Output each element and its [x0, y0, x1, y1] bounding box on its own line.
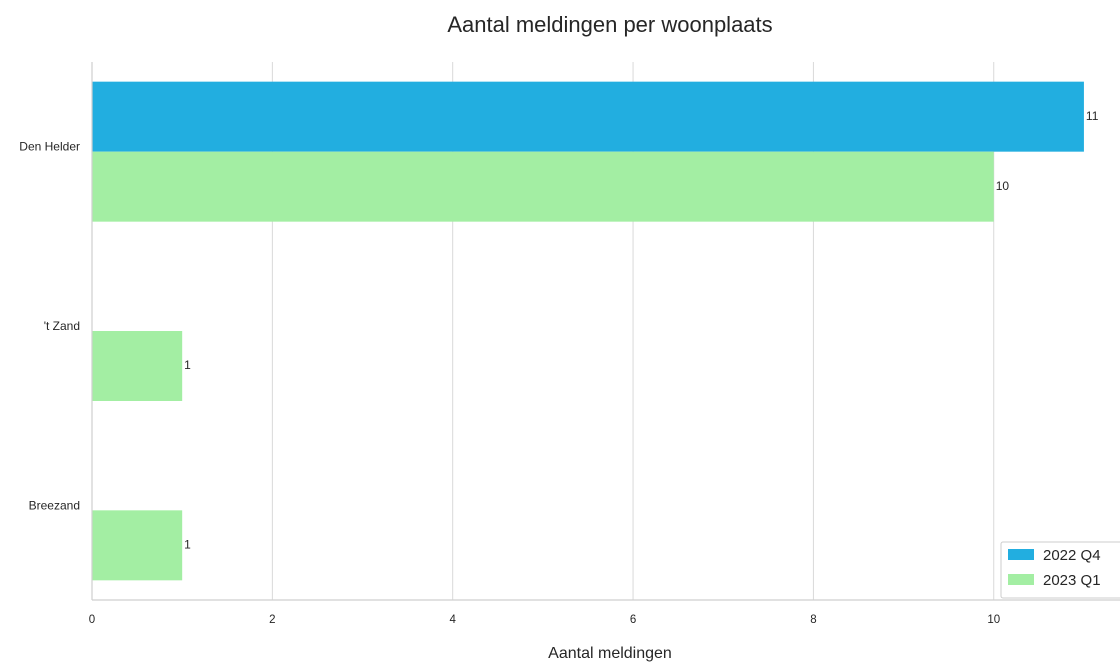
bar	[92, 510, 183, 581]
x-axis-label: Aantal meldingen	[548, 645, 672, 662]
x-tick-label: 0	[89, 614, 95, 626]
data-label: 1	[184, 538, 191, 552]
y-tick-label: Den Helder	[19, 140, 80, 154]
data-label: 11	[1086, 109, 1099, 123]
bar	[92, 81, 1084, 152]
bar-layer	[92, 81, 1084, 581]
bar	[92, 331, 183, 401]
legend-swatch	[1008, 574, 1034, 585]
legend-swatch	[1008, 549, 1034, 560]
x-tick-label: 8	[810, 614, 816, 626]
y-tick-label: Breezand	[29, 498, 80, 512]
bar	[92, 151, 994, 222]
x-tick-label: 4	[449, 614, 456, 626]
chart-title: Aantal meldingen per woonplaats	[447, 12, 772, 37]
legend-label: 2022 Q4	[1043, 547, 1101, 564]
axis-layer: 0 2 4 6 8 10 Den Helder 't Zand Breezand	[19, 62, 1120, 626]
data-label: 1	[184, 358, 191, 372]
x-tick-label: 2	[269, 614, 275, 626]
x-tick-label: 10	[987, 614, 1000, 626]
y-tick-label: 't Zand	[44, 319, 80, 333]
x-tick-label: 6	[630, 614, 636, 626]
legend-label: 2023 Q1	[1043, 572, 1101, 589]
legend: 2022 Q4 2023 Q1	[1000, 541, 1120, 599]
data-label: 10	[996, 179, 1010, 193]
